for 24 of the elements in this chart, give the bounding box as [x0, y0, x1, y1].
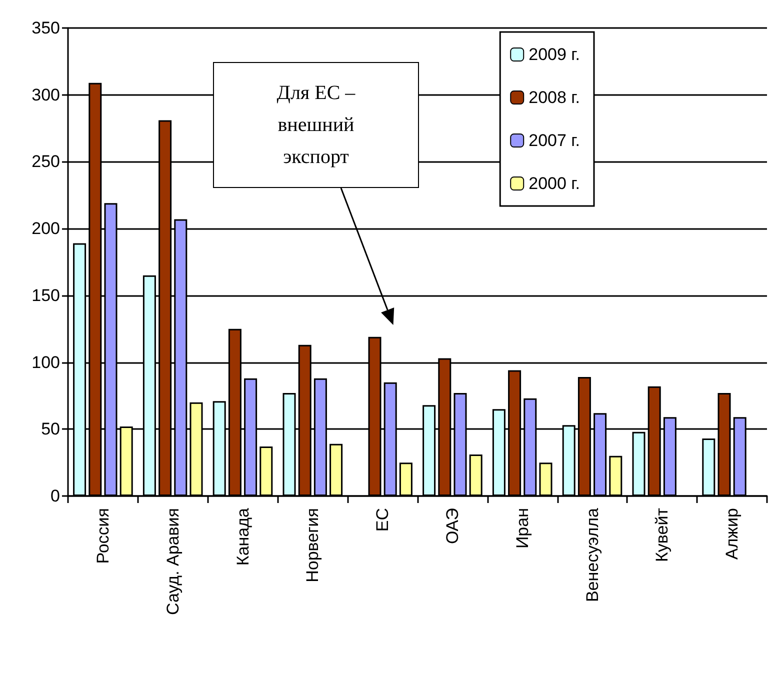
y-tick-label: 200: [32, 219, 60, 238]
y-tick-label: 250: [32, 152, 60, 172]
x-tick-label: Норвегия: [303, 508, 322, 582]
annotation: Для ЕС – внешний экспорт: [276, 81, 356, 170]
x-tick-label: Сауд. Аравия: [163, 508, 182, 616]
y-tick-label: 0: [50, 486, 60, 506]
legend-label: 2000 г.: [528, 174, 580, 193]
x-tick-label: Алжир: [722, 508, 742, 560]
y-tick-label: 300: [32, 85, 60, 104]
x-tick-label: Иран: [512, 508, 532, 549]
x-tick-label: Канада: [233, 507, 252, 566]
callout-box: Для ЕС – внешний экспорт: [213, 62, 419, 188]
x-tick-label: Россия: [93, 508, 112, 564]
y-tick-label: 350: [32, 18, 60, 38]
x-tick-label: Венесуэлла: [582, 507, 602, 602]
y-tick-label: 150: [32, 286, 60, 305]
legend-label: 2008 г.: [528, 88, 580, 107]
legend-label: 2009 г.: [528, 45, 580, 64]
y-tick-label: 100: [32, 352, 60, 372]
x-tick-label: ЕС: [373, 508, 392, 532]
x-tick-label: Кувейт: [652, 508, 672, 562]
y-tick-label: 50: [41, 420, 60, 439]
x-tick-label: ОАЭ: [442, 508, 462, 544]
legend-label: 2007 г.: [528, 131, 580, 150]
